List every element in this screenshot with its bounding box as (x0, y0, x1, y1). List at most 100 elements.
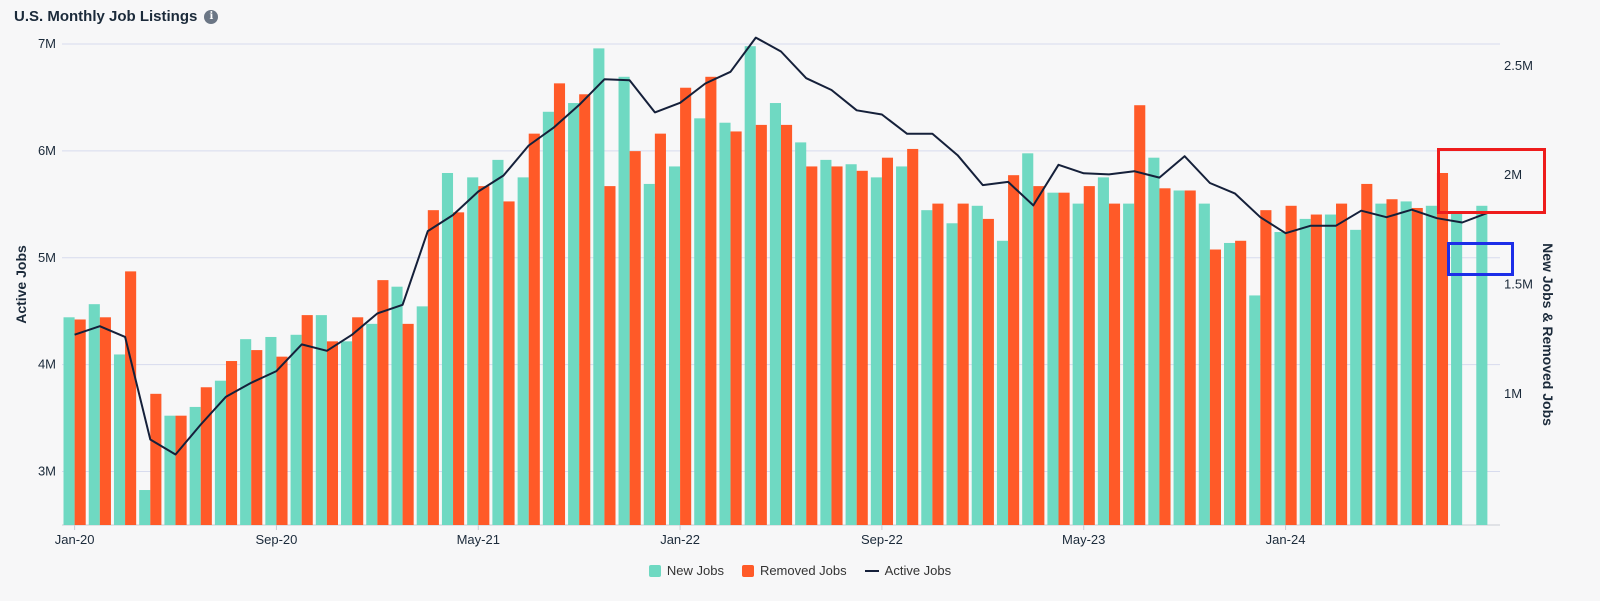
new-jobs-bar (391, 286, 403, 525)
axes: 3M 4M 5M 6M 7M 1M 1.5M 2M 2.5M Jan-20 Sep-20 May-21… (13, 36, 1556, 547)
active-jobs-line-layer (74, 36, 1488, 456)
active-jobs-swatch (864, 569, 879, 572)
new-jobs-bar (769, 103, 781, 526)
new-jobs-bar (921, 210, 933, 525)
new-jobs-bar (568, 103, 580, 526)
removed-jobs-bar (881, 157, 894, 525)
new-jobs-bar (240, 339, 252, 525)
x-tick-label: Jan-24 (1266, 532, 1306, 547)
removed-jobs-bar (74, 319, 86, 525)
removed-jobs-bar (1235, 240, 1247, 526)
removed-jobs-bar (503, 201, 515, 525)
removed-jobs-bar (932, 203, 944, 525)
removed-jobs-bar (125, 271, 137, 525)
new-jobs-bar (341, 341, 353, 525)
new-jobs-bar (1324, 214, 1337, 525)
removed-jobs-bar (377, 280, 389, 525)
legend-item-removed-jobs[interactable]: Removed Jobs (741, 563, 847, 578)
new-jobs-bar (214, 380, 226, 525)
removed-jobs-bar (225, 361, 238, 525)
new-jobs-bar (113, 354, 126, 525)
removed-jobs-bar (1260, 210, 1272, 525)
new-jobs-bar (1173, 190, 1185, 525)
new-jobs-bar (1072, 203, 1084, 525)
new-jobs-bar (1451, 212, 1463, 525)
removed-jobs-bar (705, 76, 717, 525)
new-jobs-bar (668, 166, 681, 525)
removed-jobs-bar (604, 186, 616, 525)
legend-label-removed-jobs: Removed Jobs (759, 563, 847, 578)
new-jobs-bar (1400, 201, 1412, 525)
removed-jobs-bar (1159, 188, 1171, 526)
bars (63, 46, 1488, 526)
removed-jobs-bar (1310, 214, 1322, 525)
removed-jobs-bar (1033, 186, 1045, 525)
legend-label-active-jobs: Active Jobs (884, 563, 952, 578)
removed-jobs-bar (301, 315, 313, 525)
x-tick-label: May-21 (457, 532, 500, 547)
removed-jobs-bar (251, 350, 263, 525)
new-jobs-bar (139, 490, 151, 525)
new-jobs-bar (744, 46, 756, 525)
new-jobs-bar (467, 177, 479, 526)
new-jobs-bar (1022, 153, 1034, 525)
new-jobs-bar (996, 240, 1009, 526)
removed-jobs-bar (1209, 249, 1221, 525)
left-tick-label: 5M (38, 250, 56, 265)
new-jobs-bar (1375, 203, 1387, 525)
left-axis-title: Active Jobs (13, 245, 29, 324)
removed-jobs-swatch (741, 564, 754, 577)
removed-jobs-bar (1285, 205, 1297, 526)
new-jobs-swatch (648, 564, 661, 577)
chart-header: U.S. Monthly Job Listings i (14, 8, 219, 25)
new-jobs-bar (265, 336, 277, 525)
legend-label-new-jobs: New Jobs (666, 563, 724, 578)
new-jobs-bar (719, 122, 731, 525)
x-tick-label: Jan-22 (660, 532, 700, 547)
removed-jobs-bar (730, 131, 742, 526)
chart-title: U.S. Monthly Job Listings (14, 8, 198, 25)
removed-jobs-bar (781, 124, 793, 526)
removed-jobs-bar (553, 83, 566, 525)
new-jobs-bar (593, 48, 605, 525)
legend-item-active-jobs[interactable]: Active Jobs (864, 563, 952, 578)
new-jobs-bar (1425, 205, 1437, 526)
new-jobs-bar (88, 304, 100, 525)
new-jobs-bar (517, 177, 529, 526)
removed-jobs-bar (680, 87, 692, 526)
removed-jobs-bar (528, 133, 540, 525)
removed-jobs-bar (276, 356, 288, 525)
new-jobs-bar (1097, 177, 1109, 526)
left-tick-label: 3M (38, 464, 56, 479)
removed-jobs-bar (1008, 175, 1020, 525)
removed-jobs-bar (1184, 190, 1196, 525)
removed-jobs-bar (1336, 203, 1348, 525)
legend-item-new-jobs[interactable]: New Jobs (648, 563, 724, 578)
removed-jobs-bar (1386, 199, 1398, 525)
removed-jobs-bar (856, 170, 868, 526)
new-jobs-bar (1047, 192, 1059, 525)
new-jobs-bar (189, 406, 201, 525)
new-jobs-bar (971, 205, 983, 526)
removed-jobs-bar (1134, 105, 1146, 525)
new-jobs-bar (618, 76, 630, 525)
removed-jobs-bar (150, 393, 162, 525)
active-jobs-line (74, 36, 1488, 456)
info-icon[interactable]: i (204, 9, 219, 24)
new-jobs-bar (290, 334, 302, 525)
removed-jobs-bar (629, 151, 641, 525)
right-tick-label: 1.5M (1504, 277, 1533, 292)
removed-jobs-bar (957, 203, 969, 525)
removed-jobs-bar (907, 148, 919, 526)
new-jobs-bar (1249, 295, 1261, 525)
x-tick-label: Sep-22 (861, 532, 903, 547)
new-jobs-bar (870, 177, 882, 526)
removed-jobs-bar (1108, 203, 1121, 525)
new-jobs-bar (1350, 229, 1362, 525)
removed-jobs-bar (755, 124, 767, 526)
removed-jobs-bar (982, 218, 994, 525)
new-jobs-bar (1274, 232, 1286, 525)
removed-jobs-bar (806, 166, 818, 525)
new-jobs-bar (1198, 203, 1210, 525)
removed-jobs-bar (1411, 207, 1423, 525)
